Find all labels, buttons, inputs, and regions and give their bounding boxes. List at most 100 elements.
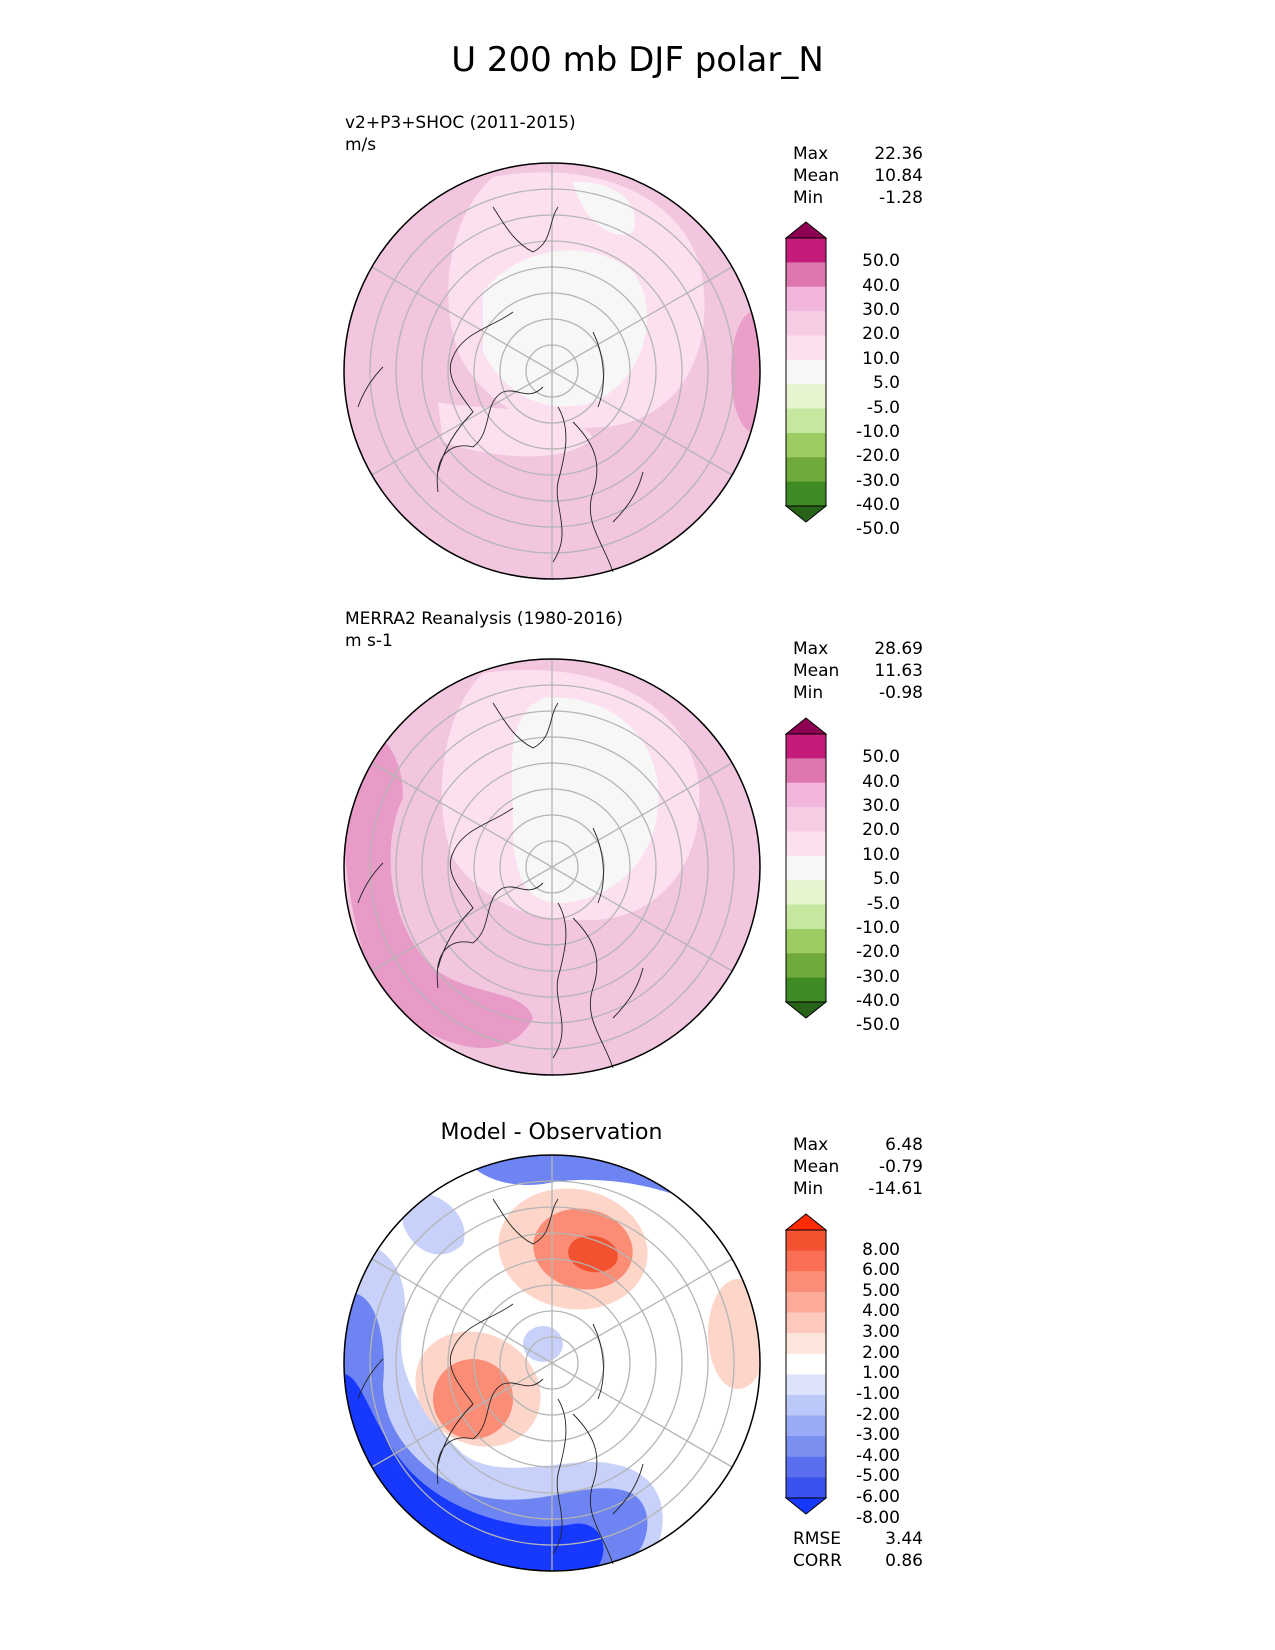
colorbar-tick-label: 30.0 — [862, 796, 900, 817]
stat-name: Min — [793, 683, 824, 703]
stat-row: Mean 11.63 — [793, 660, 923, 682]
stat-row: Max 22.36 — [793, 143, 923, 165]
colorbar-swatch — [786, 807, 826, 832]
colorbar-swatch — [786, 1271, 826, 1293]
colorbar-swatch — [786, 855, 826, 881]
colorbar-tick-label: -40.0 — [856, 495, 900, 515]
meridian-line — [371, 370, 553, 476]
panel1-label-line1: v2+P3+SHOC (2011-2015) — [345, 113, 576, 133]
stat-name: Max — [793, 1135, 829, 1155]
colorbar-tick-label: 20.0 — [862, 324, 900, 345]
colorbar-tick-label: 1.00 — [862, 1363, 900, 1384]
colorbar-swatch — [786, 262, 826, 288]
meridian-line — [371, 1258, 553, 1364]
colorbar-tick-label: 30.0 — [862, 300, 900, 321]
stat-value: -0.98 — [879, 683, 923, 703]
coastline — [357, 862, 384, 904]
colorbar-swatch — [786, 335, 826, 361]
meridian-line — [551, 762, 733, 868]
blue-mid-region — [463, 1155, 673, 1194]
colorbar-tick-label: -8.00 — [856, 1507, 900, 1528]
colorbar-tick-label: -50.0 — [856, 519, 900, 540]
colorbar-tick-label: -3.00 — [856, 1425, 900, 1446]
colorbar-tick-label: 10.0 — [862, 348, 900, 369]
colorbar-swatch — [786, 1456, 826, 1478]
coastline — [552, 1398, 567, 1555]
colorbar-swatch — [786, 457, 826, 483]
blue-light-region — [523, 1326, 563, 1362]
stat-row: Min -1.28 — [793, 187, 923, 209]
coastline — [436, 1378, 544, 1485]
colorbar-tick-label: -30.0 — [856, 966, 900, 987]
coastlines — [357, 1198, 644, 1565]
colorbar-tick-label: -50.0 — [856, 1015, 900, 1036]
panel3-polar-map — [343, 1154, 761, 1572]
colorbar-extend-top — [784, 717, 828, 735]
coastline — [592, 1323, 604, 1400]
stat-row: Min -0.98 — [793, 682, 923, 704]
colorbar-tick-label: 40.0 — [862, 275, 900, 296]
colorbar-tick-label: -1.00 — [856, 1383, 900, 1404]
meridian-line — [551, 866, 733, 972]
colorbar-swatch — [786, 286, 826, 312]
coastline — [592, 827, 604, 904]
meridian-line — [551, 1362, 733, 1468]
colorbar-tick-label: -20.0 — [856, 446, 900, 467]
colorbar-tick-label: -20.0 — [856, 942, 900, 963]
panel1-label: v2+P3+SHOC (2011-2015) m/s — [345, 112, 576, 156]
colorbar-swatch — [786, 977, 826, 1003]
coastline — [552, 902, 567, 1059]
coastline — [437, 807, 514, 969]
coastline — [437, 1303, 514, 1465]
colorbar-tick-label: 2.00 — [862, 1342, 900, 1363]
colorbar-tick-label: -10.0 — [856, 917, 900, 938]
stat-name: Mean — [793, 166, 840, 186]
colorbar-swatch — [786, 831, 826, 857]
colorbar-extend-bottom — [784, 1497, 828, 1515]
colorbar-extend-top — [784, 221, 828, 239]
coastline — [436, 882, 544, 989]
stat-name: Mean — [793, 661, 840, 681]
stat-value: 11.63 — [874, 661, 923, 681]
stat-name: Mean — [793, 1157, 840, 1177]
coastline — [572, 421, 614, 573]
colorbar-tick-label: 20.0 — [862, 820, 900, 841]
colorbar-tick-label: 4.00 — [862, 1301, 900, 1322]
colorbar-swatch — [786, 1353, 826, 1375]
stat-value: 6.48 — [885, 1135, 923, 1155]
stat-value: 10.84 — [874, 166, 923, 186]
colorbar-swatch — [786, 734, 826, 759]
colorbar-swatch — [786, 1436, 826, 1458]
stat-name: Max — [793, 639, 829, 659]
colorbar-swatch — [786, 758, 826, 784]
white-core-region — [573, 181, 635, 235]
panel3-stats: Max 6.48 Mean -0.79 Min -14.61 — [793, 1134, 923, 1200]
mid-pink-region — [731, 312, 760, 432]
panel3-extra-stats: RMSE 3.44 CORR 0.86 — [793, 1528, 923, 1572]
stat-value: -1.28 — [879, 188, 923, 208]
meridian-line — [371, 762, 553, 868]
panel3-colorbar: 8.00 6.00 5.00 4.00 3.00 2.00 1.00 -1.00 -2.00 -3… — [784, 1213, 935, 1526]
panel1-polar-map — [343, 162, 761, 580]
meridian-line — [371, 266, 553, 372]
coastline — [357, 1358, 384, 1400]
coastline — [612, 1463, 644, 1515]
coastline — [592, 331, 604, 408]
graticule — [369, 1155, 735, 1571]
colorbar-tick-label: -5.0 — [866, 893, 900, 914]
coastlines — [357, 702, 644, 1069]
colorbar-swatch — [786, 1477, 826, 1499]
white-core-region — [483, 250, 648, 407]
stat-name: Max — [793, 144, 829, 164]
colorbar-tick-label: -5.00 — [856, 1466, 900, 1487]
coastline — [357, 366, 384, 408]
stat-name: RMSE — [793, 1529, 842, 1549]
colorbar-tick-label: 8.00 — [862, 1239, 900, 1260]
map-boundary — [343, 658, 761, 1076]
colorbar-tick-label: 5.0 — [872, 373, 900, 394]
panel2-label: MERRA2 Reanalysis (1980-2016) m s-1 — [345, 608, 623, 652]
coastline — [612, 967, 644, 1019]
coastline — [572, 917, 614, 1069]
stat-row: RMSE 3.44 — [793, 1528, 923, 1550]
stat-row: Max 6.48 — [793, 1134, 923, 1156]
